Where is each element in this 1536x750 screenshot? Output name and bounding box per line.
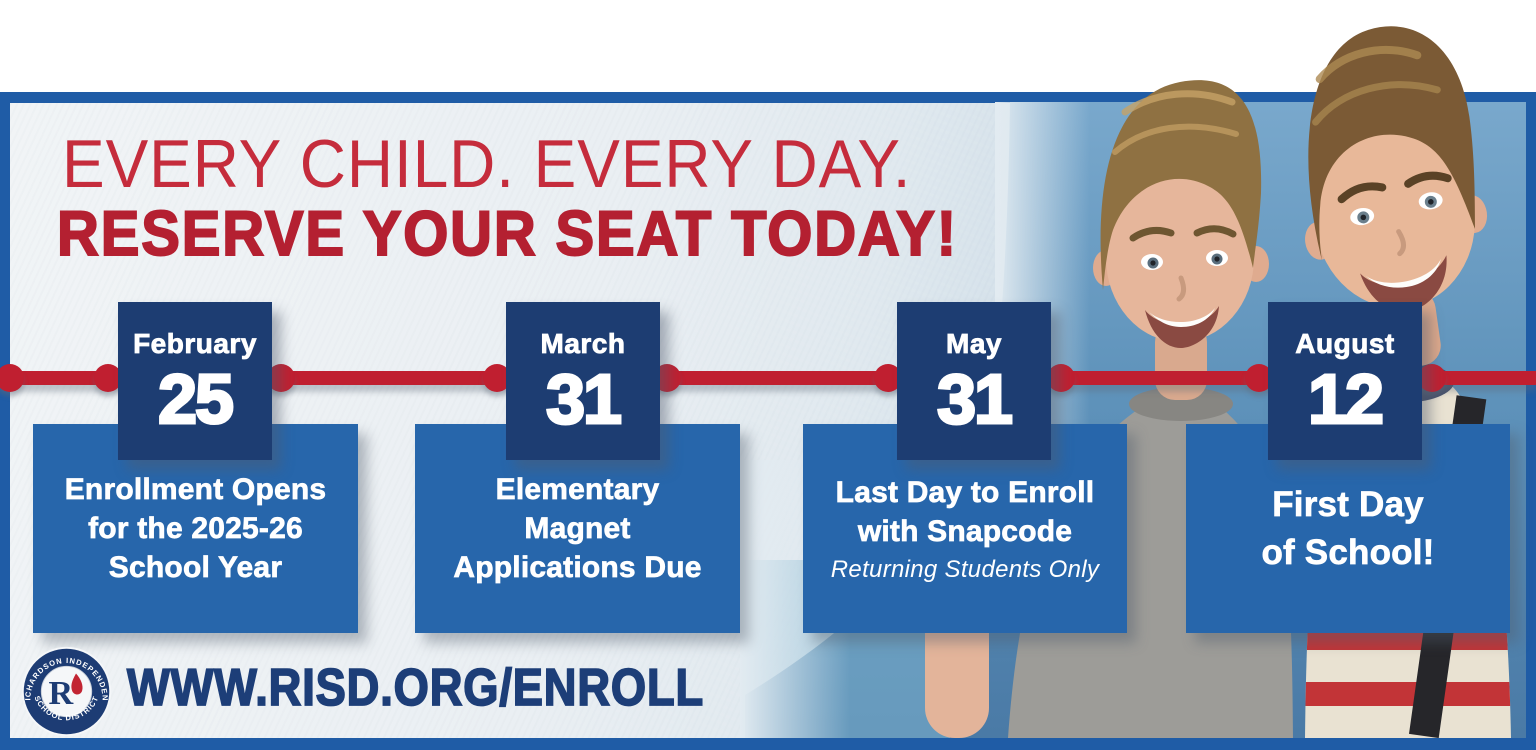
district-seal-logo: RICHARDSON INDEPENDENT · SCHOOL DISTRICT… — [19, 644, 112, 737]
timeline-line — [0, 371, 1536, 385]
date-month: February — [133, 328, 257, 360]
seal-monogram: R — [48, 675, 73, 712]
event-text: with Snapcode — [857, 515, 1073, 549]
timeline-dot — [1047, 364, 1075, 392]
flame-icon — [71, 673, 83, 695]
headline-line2: RESERVE YOUR SEAT TODAY! — [56, 199, 958, 269]
event-text: School Year — [108, 551, 283, 585]
date-card-march: March 31 — [506, 302, 660, 460]
date-card-february: February 25 — [118, 302, 272, 460]
headline-line1: EVERY CHILD. EVERY DAY. — [62, 126, 912, 202]
date-day: 12 — [1307, 360, 1386, 438]
event-text: Last Day to Enroll — [835, 476, 1095, 510]
event-card-magnet-applications: Elementary Magnet Applications Due — [415, 424, 740, 633]
event-card-first-day: First Day of School! — [1186, 424, 1510, 633]
date-card-august: August 12 — [1268, 302, 1422, 460]
event-text: First Day — [1272, 485, 1424, 525]
date-month: August — [1295, 328, 1395, 360]
event-text: Enrollment Opens — [64, 473, 327, 507]
date-card-may: May 31 — [897, 302, 1051, 460]
timeline-dot — [1418, 364, 1446, 392]
date-day: 31 — [545, 360, 624, 438]
event-text: for the 2025-26 — [88, 512, 303, 546]
event-text: Elementary — [495, 473, 660, 507]
enroll-url-link[interactable]: WWW.RISD.ORG/ENROLL — [126, 659, 704, 717]
date-day: 25 — [157, 360, 236, 438]
event-text: of School! — [1261, 532, 1435, 572]
date-month: March — [540, 328, 626, 360]
timeline-dot — [94, 364, 122, 392]
event-note: Returning Students Only — [830, 556, 1100, 583]
date-month: May — [946, 328, 1002, 360]
event-text: Applications Due — [453, 551, 702, 585]
date-day: 31 — [936, 360, 1015, 438]
event-text: Magnet — [524, 512, 631, 546]
timeline-dot — [0, 364, 24, 392]
